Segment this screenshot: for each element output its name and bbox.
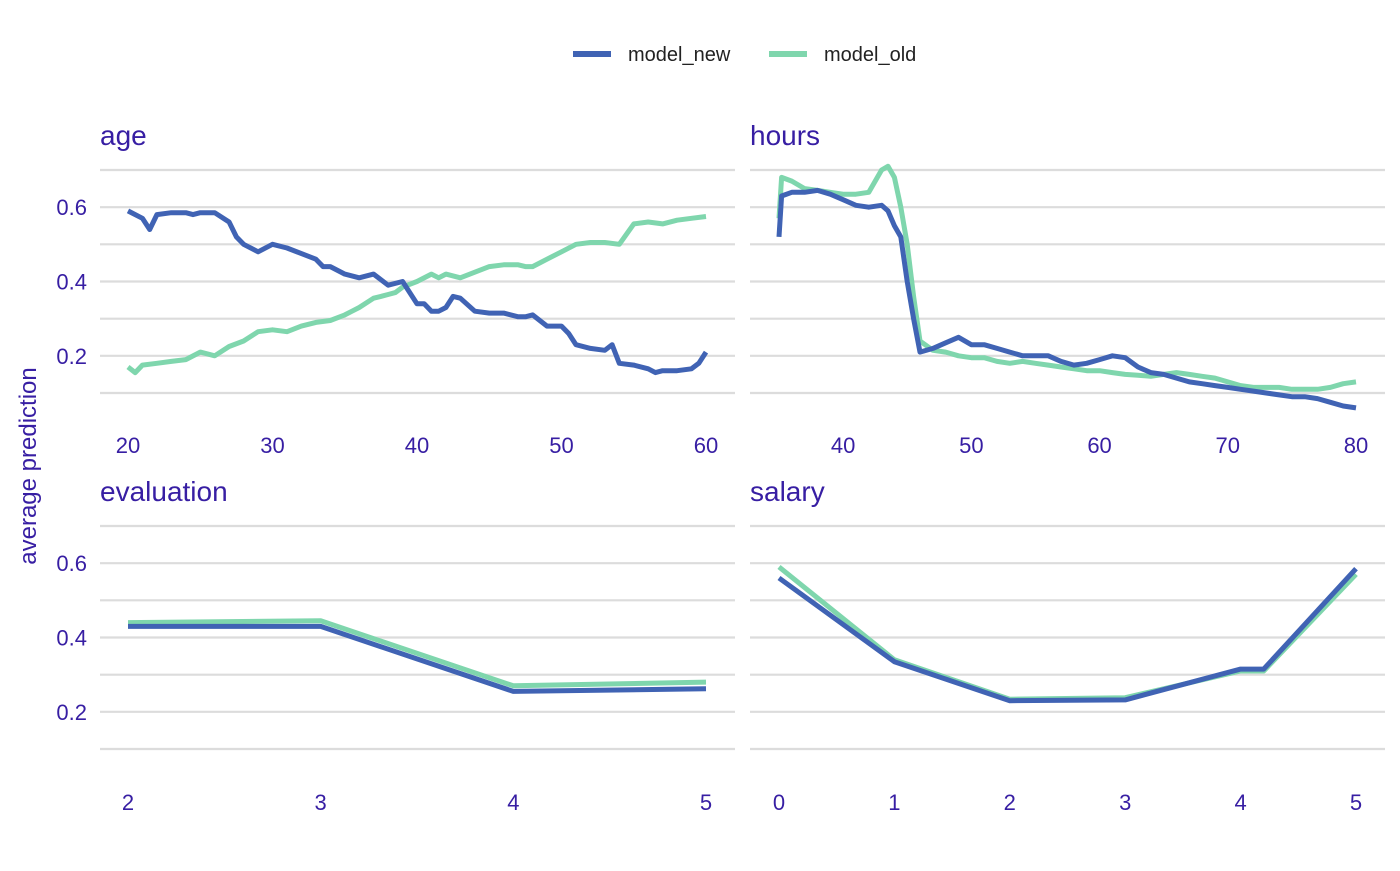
x-tick-label: 60 (694, 433, 718, 458)
x-tick-label: 3 (315, 790, 327, 815)
facet-title-age: age (100, 120, 147, 151)
facet-title-salary: salary (750, 476, 825, 507)
panel-age: age 0.2 0.4 0.6 20 30 40 50 60 (56, 120, 735, 458)
legend-label-model-new: model_new (628, 44, 731, 66)
x-tick-label: 1 (888, 790, 900, 815)
x-tick-label: 4 (1234, 790, 1246, 815)
x-tick-label: 5 (1350, 790, 1362, 815)
series-line-model-new (128, 623, 707, 694)
y-axis-title: average prediction (15, 367, 42, 564)
series-line-model-new (777, 567, 1358, 704)
x-tick-label: 2 (122, 790, 134, 815)
series-line-model-old (776, 163, 1357, 392)
x-tick-label: 50 (549, 433, 573, 458)
panel-evaluation: evaluation 0.2 0.4 0.6 2 3 4 5 (56, 476, 735, 815)
y-tick-label: 0.4 (56, 270, 87, 295)
y-tick-label: 0.4 (56, 626, 87, 651)
x-tick-label: 30 (260, 433, 284, 458)
x-tick-label: 0 (773, 790, 785, 815)
series-line-model-old (777, 564, 1358, 702)
x-tick-label: 70 (1216, 433, 1240, 458)
series-line-model-old (126, 214, 707, 376)
x-tick-label: 50 (959, 433, 983, 458)
x-tick-label: 40 (405, 433, 429, 458)
facet-title-evaluation: evaluation (100, 476, 228, 507)
series-line-model-new (126, 208, 709, 376)
x-tick-label: 20 (116, 433, 140, 458)
legend-label-model-old: model_old (824, 44, 916, 66)
series-line-model-new (776, 187, 1357, 411)
x-tick-label: 40 (831, 433, 855, 458)
x-tick-label: 3 (1119, 790, 1131, 815)
panel-hours: hours 40 50 60 70 80 (750, 120, 1385, 458)
legend: model_new model_old (573, 44, 916, 66)
series-line-model-old (127, 618, 707, 689)
y-tick-label: 0.6 (56, 195, 87, 220)
x-tick-label: 2 (1004, 790, 1016, 815)
x-tick-label: 80 (1344, 433, 1368, 458)
facet-title-hours: hours (750, 120, 820, 151)
x-tick-label: 5 (700, 790, 712, 815)
y-tick-label: 0.6 (56, 551, 87, 576)
panel-salary: salary 0 1 2 3 4 5 (750, 476, 1385, 815)
x-tick-label: 4 (507, 790, 519, 815)
x-tick-label: 60 (1087, 433, 1111, 458)
y-tick-label: 0.2 (56, 700, 87, 725)
y-tick-label: 0.2 (56, 344, 87, 369)
